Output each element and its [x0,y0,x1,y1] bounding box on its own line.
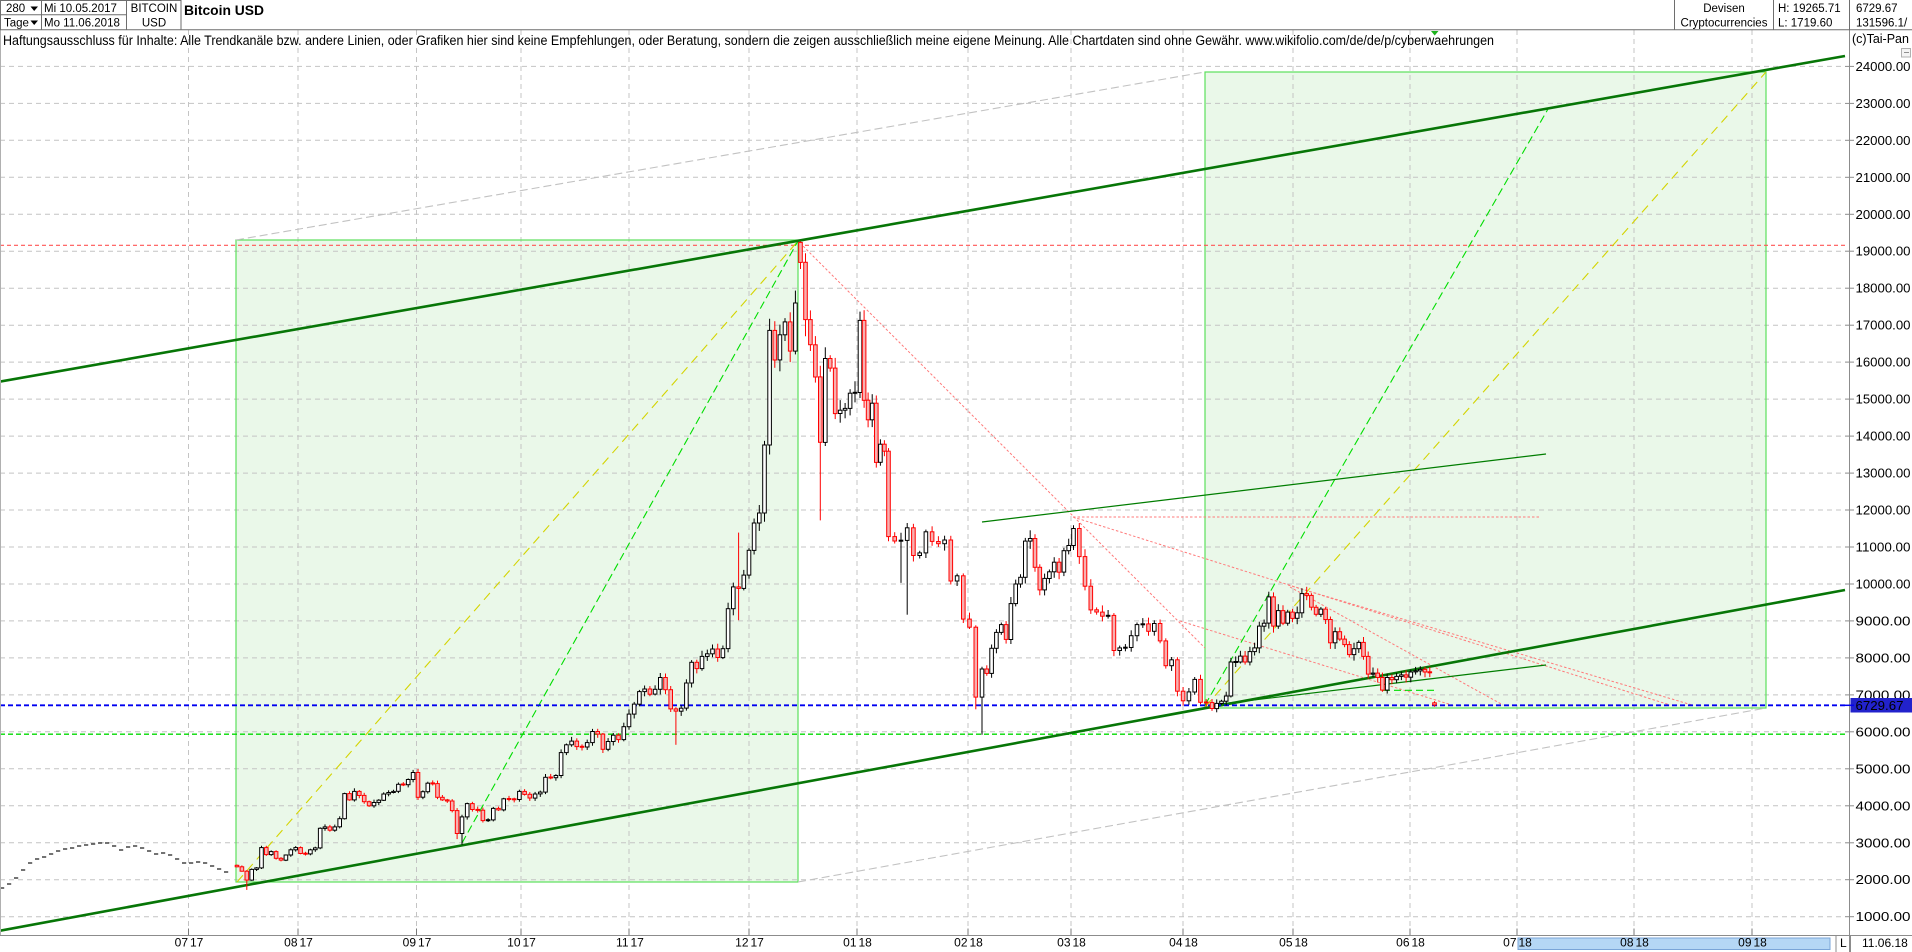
svg-text:3000.00: 3000.00 [1856,835,1911,850]
svg-text:22000.00: 22000.00 [1856,133,1911,148]
svg-text:4000.00: 4000.00 [1856,798,1911,813]
svg-text:2000.00: 2000.00 [1856,872,1911,887]
svg-text:11: 11 [616,936,629,950]
svg-text:19000.00: 19000.00 [1856,244,1911,259]
svg-text:18: 18 [970,936,984,950]
svg-text:18: 18 [1295,936,1309,950]
svg-text:13000.00: 13000.00 [1856,466,1911,481]
svg-text:18000.00: 18000.00 [1856,281,1911,296]
svg-text:131596.1/: 131596.1/ [1856,18,1908,30]
svg-text:24000.00: 24000.00 [1856,59,1911,74]
svg-text:17: 17 [418,936,432,950]
svg-text:H: 19265.71: H: 19265.71 [1778,3,1841,15]
svg-text:5000.00: 5000.00 [1856,761,1911,776]
svg-text:L: 1719.60: L: 1719.60 [1778,18,1832,30]
svg-text:(c)Tai-Pan: (c)Tai-Pan [1852,32,1909,46]
svg-text:01: 01 [843,936,857,950]
svg-text:17: 17 [751,936,765,950]
svg-text:6729.67: 6729.67 [1856,698,1904,713]
svg-text:17: 17 [300,936,314,950]
svg-text:18: 18 [1519,936,1533,950]
svg-text:Tage: Tage [4,18,29,30]
svg-text:16000.00: 16000.00 [1856,355,1911,370]
svg-text:07: 07 [1503,936,1517,950]
svg-text:18: 18 [1412,936,1426,950]
svg-text:11.06.18: 11.06.18 [1862,936,1908,950]
svg-text:18: 18 [1185,936,1199,950]
svg-text:17: 17 [631,936,645,950]
svg-text:17: 17 [190,936,204,950]
svg-text:280: 280 [6,3,25,15]
svg-text:11000.00: 11000.00 [1856,540,1911,555]
svg-text:Haftungsausschluss für Inhalte: Haftungsausschluss für Inhalte: Alle Tre… [3,33,1494,48]
svg-text:03: 03 [1057,936,1071,950]
svg-text:20000.00: 20000.00 [1856,207,1911,222]
svg-text:14000.00: 14000.00 [1856,429,1911,444]
svg-text:Mo 11.06.2018: Mo 11.06.2018 [44,18,120,30]
svg-text:12000.00: 12000.00 [1856,503,1911,518]
svg-text:09: 09 [403,936,417,950]
svg-text:6729.67: 6729.67 [1856,3,1898,15]
svg-text:L: L [1840,936,1847,950]
svg-text:07: 07 [175,936,189,950]
svg-text:18: 18 [1073,936,1087,950]
svg-text:17000.00: 17000.00 [1856,318,1911,333]
svg-text:06: 06 [1396,936,1410,950]
svg-text:1000.00: 1000.00 [1856,909,1911,924]
svg-text:04: 04 [1169,936,1183,950]
svg-text:12: 12 [735,936,749,950]
svg-text:Devisen: Devisen [1703,3,1745,15]
svg-text:15000.00: 15000.00 [1856,392,1911,407]
svg-text:17: 17 [523,936,537,950]
svg-text:08: 08 [284,936,298,950]
svg-text:USD: USD [142,18,166,30]
svg-text:09: 09 [1738,936,1752,950]
svg-text:Mi 10.05.2017: Mi 10.05.2017 [44,3,117,15]
svg-text:6000.00: 6000.00 [1856,724,1911,739]
svg-text:02: 02 [954,936,968,950]
svg-text:9000.00: 9000.00 [1856,613,1911,628]
svg-text:18: 18 [859,936,873,950]
svg-text:8000.00: 8000.00 [1856,650,1911,665]
svg-text:05: 05 [1279,936,1293,950]
svg-text:08: 08 [1620,936,1634,950]
svg-text:10000.00: 10000.00 [1856,577,1911,592]
svg-text:23000.00: 23000.00 [1856,96,1911,111]
svg-text:18: 18 [1754,936,1768,950]
svg-text:21000.00: 21000.00 [1856,170,1911,185]
svg-text:Cryptocurrencies: Cryptocurrencies [1681,18,1768,30]
svg-text:Bitcoin USD: Bitcoin USD [184,3,264,18]
svg-text:18: 18 [1636,936,1650,950]
svg-text:10: 10 [507,936,521,950]
svg-text:BITCOIN: BITCOIN [131,3,178,15]
